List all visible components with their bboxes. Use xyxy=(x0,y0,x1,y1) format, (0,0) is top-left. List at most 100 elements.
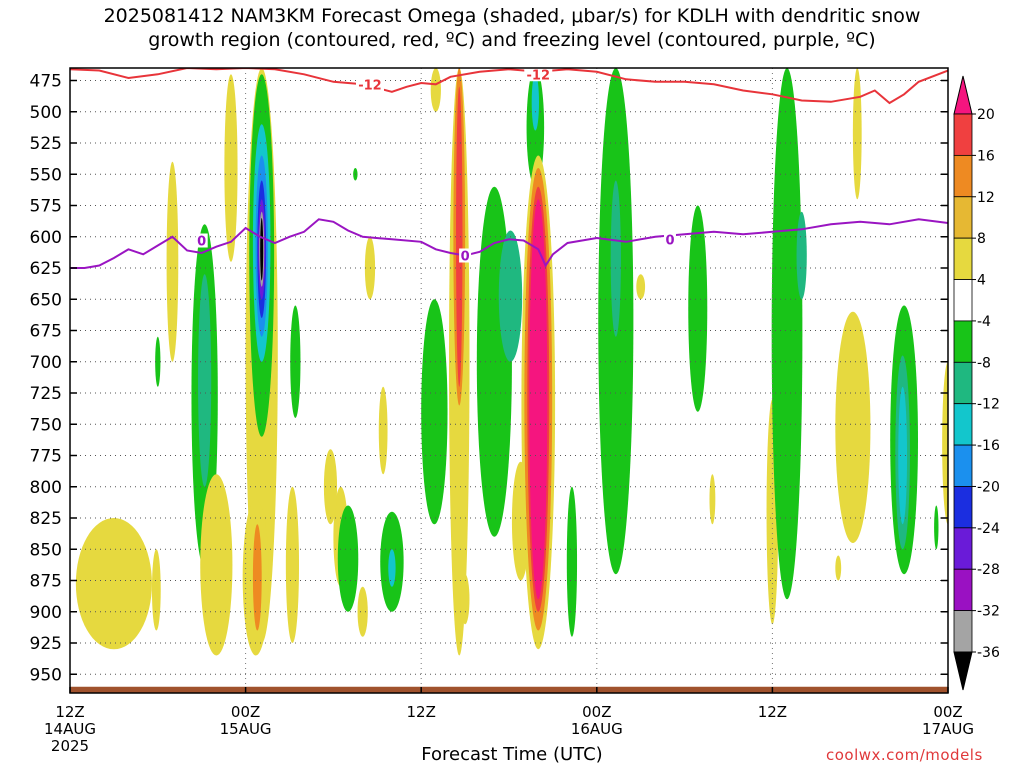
x-tick-label-3-0: 00Z xyxy=(582,703,611,721)
colorbar-label-1: 16 xyxy=(977,148,995,164)
omega-region-44 xyxy=(529,199,548,600)
contour-label-2: 0 xyxy=(197,235,206,250)
x-tick-label-4-0: 12Z xyxy=(758,703,787,721)
grid-lines xyxy=(70,68,948,693)
omega-region-33 xyxy=(456,86,463,387)
omega-region-36 xyxy=(498,230,523,362)
omega-region-52 xyxy=(771,68,803,600)
y-tick-label-750: 750 xyxy=(30,415,62,435)
omega-region-12 xyxy=(198,274,212,487)
y-tick-label-525: 525 xyxy=(30,134,62,154)
y-tick-label-700: 700 xyxy=(30,353,62,373)
y-tick-label-875: 875 xyxy=(30,572,62,592)
omega-region-50 xyxy=(709,474,716,525)
colorbar-segment-9 xyxy=(953,444,973,487)
colorbar-label-9: -20 xyxy=(977,479,1000,495)
x-tick-label-3-1: 16AUG xyxy=(571,720,623,738)
omega-region-28 xyxy=(388,549,396,587)
x-tick-label-2-0: 12Z xyxy=(407,703,436,721)
omega-region-55 xyxy=(835,311,871,543)
omega-region-59 xyxy=(942,361,948,525)
y-tick-label-850: 850 xyxy=(30,540,62,560)
omega-region-45 xyxy=(566,486,578,637)
contour-label-4: 0 xyxy=(665,233,674,248)
ground-band xyxy=(70,686,948,693)
contour-label-bg-0 xyxy=(355,77,384,92)
contour-label-0: -12 xyxy=(358,78,382,93)
x-tick-label-1-1: 15AUG xyxy=(220,720,272,738)
y-tick-label-725: 725 xyxy=(30,384,62,404)
colorbar-label-4: 4 xyxy=(977,273,986,289)
ground-surface xyxy=(70,686,948,693)
colorbar-label-6: -8 xyxy=(977,355,991,371)
colorbar-label-13: -36 xyxy=(977,645,1000,661)
colorbar-label-0: 20 xyxy=(977,107,995,123)
omega-region-34 xyxy=(430,68,441,112)
colorbar-label-10: -24 xyxy=(977,521,1000,537)
omega-region-26 xyxy=(378,386,388,475)
x-tick-label-1-0: 00Z xyxy=(231,703,260,721)
colorbar-segment-8 xyxy=(953,403,973,446)
contour-line-0 xyxy=(70,68,948,105)
contour-label-bg-4 xyxy=(663,232,676,247)
omega-region-37 xyxy=(460,574,470,625)
y-tick-label-900: 900 xyxy=(30,603,62,623)
contour-label-bg-1 xyxy=(524,68,553,82)
omega-region-24 xyxy=(337,505,359,612)
colorbar-top-arrow xyxy=(953,75,973,115)
colorbar-label-5: -4 xyxy=(977,314,991,330)
y-tick-label-675: 675 xyxy=(30,322,62,342)
colorbar-label-2: 12 xyxy=(977,190,995,206)
colorbar-label-7: -12 xyxy=(977,397,1000,413)
colorbar-segment-1 xyxy=(953,113,973,156)
x-tick-label-0-1: 14AUG xyxy=(44,720,96,738)
y-tick-label-825: 825 xyxy=(30,509,62,529)
omega-region-60 xyxy=(934,505,939,550)
contour-label-bg-2 xyxy=(195,233,208,248)
colorbar: 20 16 12 8 4 -4 -8 -12 -16 -20 -24 -28 -32 -36 xyxy=(953,75,1000,691)
omega-region-30 xyxy=(421,299,448,525)
credit-text: coolwx.com/models xyxy=(826,746,983,764)
colorbar-segment-11 xyxy=(953,527,973,570)
contour-label-3: 0 xyxy=(461,250,470,265)
chart-title-line1: 2025081412 NAM3KM Forecast Omega (shaded… xyxy=(103,5,921,27)
contour-label-bg-3 xyxy=(459,248,472,263)
chart-title-line2: growth region (contoured, red, ºC) and f… xyxy=(148,29,876,51)
colorbar-segment-2 xyxy=(953,154,973,198)
omega-region-19 xyxy=(155,336,161,387)
colorbar-bottom-arrow xyxy=(953,651,973,691)
colorbar-segment-4 xyxy=(953,237,973,280)
y-tick-label-950: 950 xyxy=(30,665,62,685)
contour-label-1: -12 xyxy=(527,68,551,83)
omega-region-47 xyxy=(610,180,621,337)
omega-region-18 xyxy=(151,549,161,631)
omega-region-40 xyxy=(531,74,539,131)
plot-frame xyxy=(69,67,949,694)
omega-region-14 xyxy=(200,474,233,656)
x-tick-label-5-1: 17AUG xyxy=(922,720,974,738)
y-tick-label-775: 775 xyxy=(30,447,62,467)
colorbar-label-3: 8 xyxy=(977,231,986,247)
colorbar-segment-13 xyxy=(953,610,973,653)
omega-region-13 xyxy=(166,161,179,362)
omega-region-53 xyxy=(796,211,807,300)
y-tick-label-550: 550 xyxy=(30,165,62,185)
colorbar-label-11: -28 xyxy=(977,562,1000,578)
omega-region-25 xyxy=(364,236,376,300)
contour-line-1 xyxy=(70,218,948,269)
colorbar-segment-6 xyxy=(953,320,973,363)
omega-region-21 xyxy=(285,486,300,643)
colorbar-segment-7 xyxy=(953,361,973,405)
colorbar-segment-3 xyxy=(953,196,973,239)
x-axis-label: Forecast Time (UTC) xyxy=(421,744,603,765)
y-tick-label-600: 600 xyxy=(30,228,62,248)
y-tick-label-650: 650 xyxy=(30,290,62,310)
omega-region-17 xyxy=(75,518,152,650)
omega-region-16 xyxy=(252,524,262,631)
colorbar-label-8: -16 xyxy=(977,438,1000,454)
omega-shading xyxy=(75,68,948,656)
colorbar-segment-12 xyxy=(953,568,973,612)
omega-region-49 xyxy=(688,205,708,412)
y-tick-label-625: 625 xyxy=(30,259,62,279)
chart-title: 2025081412 NAM3KM Forecast Omega (shaded… xyxy=(0,4,1024,52)
